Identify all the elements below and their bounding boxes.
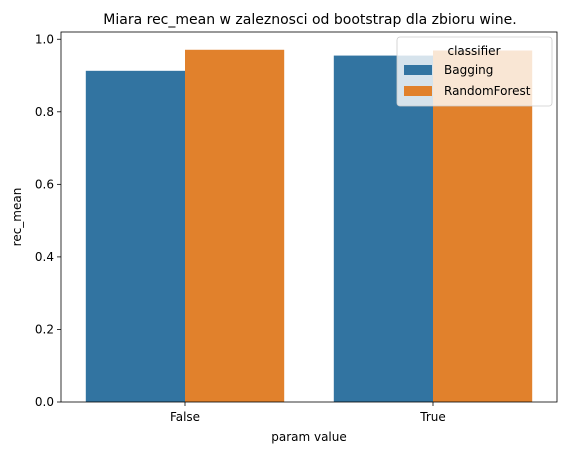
x-axis-label: param value: [271, 430, 347, 444]
plot-frame: [60, 31, 558, 403]
bar-randomforest-false: [185, 49, 285, 403]
bar-bagging-true: [333, 55, 433, 402]
y-tick-label: 1.0: [35, 32, 54, 46]
legend: classifier Bagging RandomForest: [396, 36, 553, 107]
legend-swatch-randomforest: [404, 86, 432, 96]
x-tick-label: True: [419, 410, 446, 424]
bar-randomforest-true: [433, 50, 533, 402]
x-axis: False True: [170, 402, 446, 424]
y-axis-label: rec_mean: [10, 188, 24, 247]
legend-items: Bagging RandomForest: [404, 63, 531, 98]
y-tick-label: 0.0: [35, 395, 54, 409]
y-tick-label: 0.6: [35, 177, 54, 191]
legend-title: classifier: [448, 44, 501, 58]
y-tick-label: 0.8: [35, 105, 54, 119]
legend-label-randomforest: RandomForest: [444, 84, 531, 98]
bar-bagging-false: [85, 70, 185, 403]
y-tick-label: 0.4: [35, 250, 54, 264]
chart-title: Miara rec_mean w zaleznosci od bootstrap…: [103, 12, 516, 28]
y-tick-label: 0.2: [35, 322, 54, 336]
x-tick-label: False: [170, 410, 200, 424]
y-axis: 0.0 0.2 0.4 0.6 0.8 1.0: [35, 32, 61, 409]
legend-frame: [396, 36, 553, 107]
legend-label-bagging: Bagging: [444, 63, 493, 77]
legend-swatch-bagging: [404, 65, 432, 75]
bars-layer: [85, 49, 533, 403]
